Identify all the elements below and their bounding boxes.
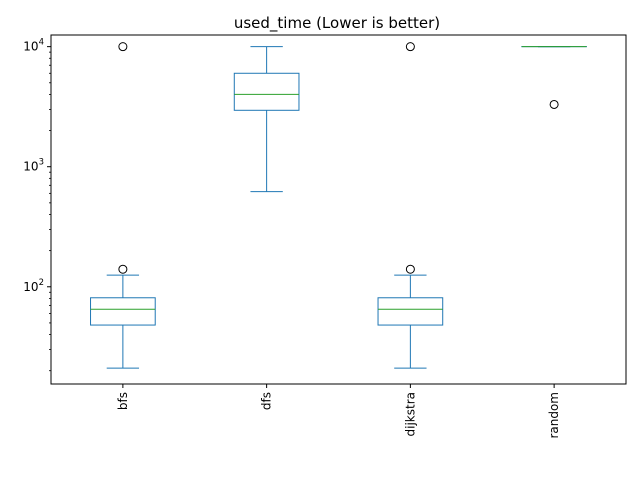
- outlier-point: [549, 99, 559, 109]
- outlier-point: [118, 264, 128, 274]
- box-group-bfs: [90, 42, 156, 369]
- y-tick-label: 104: [23, 38, 44, 54]
- x-tick-label: dijkstra: [403, 392, 417, 436]
- y-tick-base: 10: [23, 40, 38, 54]
- y-tick-base: 10: [23, 280, 38, 294]
- chart-title: used_time (Lower is better): [234, 14, 440, 33]
- box: [233, 72, 300, 111]
- y-tick-exponent: 2: [39, 278, 44, 288]
- chart-marks: [90, 42, 587, 369]
- x-tick-label: random: [547, 392, 561, 439]
- y-tick-base: 10: [23, 160, 38, 174]
- y-tick-label: 103: [23, 158, 44, 174]
- outlier-point: [405, 42, 415, 52]
- outlier-point: [118, 42, 128, 52]
- x-tick-label: dfs: [260, 392, 274, 410]
- y-tick-exponent: 3: [39, 158, 44, 168]
- box-group-random: [521, 46, 587, 109]
- x-tick-label: bfs: [116, 392, 130, 410]
- plot-area: [50, 34, 627, 385]
- box-group-dfs: [233, 46, 300, 193]
- box-group-dijkstra: [377, 42, 444, 369]
- y-tick-exponent: 4: [39, 38, 44, 48]
- y-tick-label: 102: [23, 278, 44, 294]
- outlier-point: [405, 264, 415, 274]
- box: [377, 297, 444, 326]
- box: [90, 297, 156, 326]
